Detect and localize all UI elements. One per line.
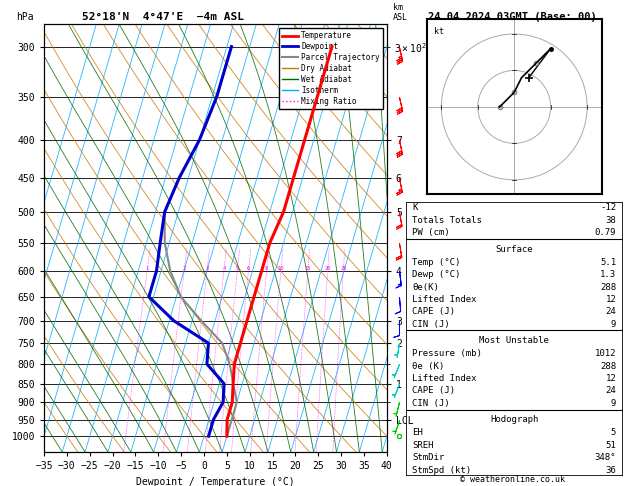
- X-axis label: Dewpoint / Temperature (°C): Dewpoint / Temperature (°C): [136, 477, 295, 486]
- Text: CAPE (J): CAPE (J): [412, 307, 455, 316]
- Text: 3: 3: [206, 266, 209, 271]
- Text: 9: 9: [611, 320, 616, 329]
- Text: CIN (J): CIN (J): [412, 399, 450, 408]
- Text: 20: 20: [325, 266, 331, 271]
- Text: 5: 5: [236, 266, 239, 271]
- Text: 348°: 348°: [594, 453, 616, 462]
- Text: 51: 51: [606, 441, 616, 450]
- Text: Temp (°C): Temp (°C): [412, 258, 460, 267]
- Text: CIN (J): CIN (J): [412, 320, 450, 329]
- Text: 5: 5: [611, 429, 616, 437]
- Text: 15: 15: [304, 266, 311, 271]
- Text: Totals Totals: Totals Totals: [412, 216, 482, 225]
- Text: 12: 12: [606, 295, 616, 304]
- Text: 1: 1: [145, 266, 148, 271]
- Text: K: K: [412, 203, 418, 212]
- Text: © weatheronline.co.uk: © weatheronline.co.uk: [460, 474, 565, 484]
- Text: 6: 6: [247, 266, 250, 271]
- Text: StmDir: StmDir: [412, 453, 445, 462]
- Legend: Temperature, Dewpoint, Parcel Trajectory, Dry Adiabat, Wet Adiabat, Isotherm, Mi: Temperature, Dewpoint, Parcel Trajectory…: [279, 28, 383, 109]
- Text: SREH: SREH: [412, 441, 434, 450]
- Text: 1.3: 1.3: [600, 270, 616, 279]
- Text: 12: 12: [606, 374, 616, 383]
- Text: Lifted Index: Lifted Index: [412, 295, 477, 304]
- Text: Lifted Index: Lifted Index: [412, 374, 477, 383]
- Text: 24: 24: [606, 307, 616, 316]
- Text: StmSpd (kt): StmSpd (kt): [412, 466, 471, 475]
- Text: 0.79: 0.79: [594, 228, 616, 237]
- Text: kt: kt: [434, 27, 444, 36]
- Text: 288: 288: [600, 282, 616, 292]
- Text: Hodograph: Hodograph: [490, 416, 538, 424]
- Text: 288: 288: [600, 362, 616, 371]
- Text: km
ASL: km ASL: [393, 3, 408, 22]
- Text: 24.04.2024 03GMT (Base: 00): 24.04.2024 03GMT (Base: 00): [428, 12, 597, 22]
- Text: 8: 8: [265, 266, 268, 271]
- Text: 4: 4: [222, 266, 225, 271]
- Text: 25: 25: [340, 266, 347, 271]
- Text: Pressure (mb): Pressure (mb): [412, 349, 482, 358]
- Text: Dewp (°C): Dewp (°C): [412, 270, 460, 279]
- Text: 52°18'N  4°47'E  −4m ASL: 52°18'N 4°47'E −4m ASL: [82, 12, 244, 22]
- Text: -12: -12: [600, 203, 616, 212]
- Text: Surface: Surface: [496, 244, 533, 254]
- Text: 10: 10: [277, 266, 284, 271]
- Text: 38: 38: [606, 216, 616, 225]
- Text: EH: EH: [412, 429, 423, 437]
- Text: θe (K): θe (K): [412, 362, 445, 371]
- Text: θe(K): θe(K): [412, 282, 439, 292]
- Text: Most Unstable: Most Unstable: [479, 336, 549, 345]
- Text: CAPE (J): CAPE (J): [412, 386, 455, 396]
- Text: 5.1: 5.1: [600, 258, 616, 267]
- Text: 2: 2: [182, 266, 186, 271]
- Text: 1012: 1012: [594, 349, 616, 358]
- Text: PW (cm): PW (cm): [412, 228, 450, 237]
- Text: 36: 36: [606, 466, 616, 475]
- Text: hPa: hPa: [16, 12, 33, 22]
- Text: 9: 9: [611, 399, 616, 408]
- Text: 24: 24: [606, 386, 616, 396]
